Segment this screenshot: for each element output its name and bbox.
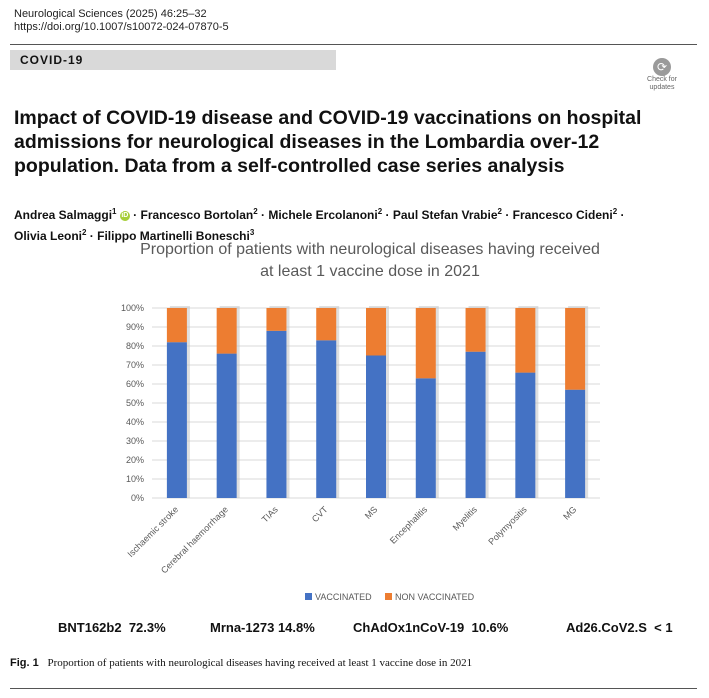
y-tick-label: 10% [126, 474, 144, 484]
legend-label-vaccinated: VACCINATED [315, 592, 372, 602]
y-tick-label: 70% [126, 360, 144, 370]
author-2[interactable]: Francesco Bortolan2 [140, 207, 258, 222]
chart-title-line2: at least 1 vaccine dose in 2021 [260, 263, 480, 280]
bar-vaccinated [266, 330, 287, 498]
section-bar: COVID-19 [10, 50, 336, 70]
legend-swatch-vaccinated [305, 593, 312, 600]
x-tick-label: CVT [310, 504, 330, 524]
vaccine-stat-3: ChAdOx1nCoV-19 10.6% [353, 620, 509, 635]
journal-doi[interactable]: https://doi.org/10.1007/s10072-024-07870… [14, 21, 229, 33]
bar-non-vaccinated [565, 308, 586, 390]
y-tick-label: 90% [126, 322, 144, 332]
y-tick-label: 20% [126, 455, 144, 465]
bar-non-vaccinated [266, 308, 287, 331]
journal-header: Neurological Sciences (2025) 46:25–32 ht… [14, 8, 229, 34]
author-5[interactable]: Francesco Cideni2 [512, 207, 618, 222]
bar-non-vaccinated [166, 308, 187, 343]
check-updates-line1: Check for [647, 76, 677, 83]
author-3[interactable]: Michele Ercolanoni2 [268, 207, 383, 222]
check-updates-line2: updates [649, 84, 675, 91]
chart-title-line1: Proportion of patients with neurological… [140, 241, 600, 258]
y-tick-label: 80% [126, 341, 144, 351]
bar-vaccinated [565, 389, 586, 498]
orcid-icon[interactable]: iD [119, 210, 130, 221]
x-tick-label: Myelitis [451, 504, 480, 533]
bar-non-vaccinated [515, 308, 536, 373]
vaccination-chart: Proportion of patients with neurological… [100, 232, 640, 622]
caption-label: Fig. 1 [10, 657, 39, 669]
bar-vaccinated [216, 353, 237, 498]
bar-vaccinated [465, 351, 486, 498]
chart-plot: 0% 10% 20% 30% 40% 50% 60% 70% 80% 90% 100% Ischaem… [121, 303, 600, 602]
bar-non-vaccinated [465, 308, 486, 352]
y-tick-label: 40% [126, 417, 144, 427]
bar-vaccinated [316, 340, 337, 498]
y-tick-label: 100% [121, 303, 144, 313]
vaccine-stat-1: BNT162b2 72.3% [58, 620, 166, 635]
header-rule [10, 44, 697, 45]
vaccine-stat-2: Mrna-1273 14.8% [210, 620, 315, 635]
bar-vaccinated [166, 342, 187, 498]
bar-vaccinated [415, 378, 436, 498]
author-6[interactable]: Olivia Leoni2 [14, 228, 87, 243]
caption-text: Proportion of patients with neurological… [47, 657, 473, 669]
y-tick-label: 50% [126, 398, 144, 408]
bar-non-vaccinated [216, 308, 237, 354]
check-updates-icon: ⟳ [653, 58, 671, 76]
y-tick-label: 30% [126, 436, 144, 446]
author-list: Andrea Salmaggi1 iD · Francesco Bortolan… [14, 207, 625, 243]
x-tick-label: TIAs [260, 504, 281, 525]
bar-non-vaccinated [366, 308, 386, 356]
section-label: COVID-19 [20, 53, 84, 67]
x-tick-label: Ischaemic stroke [125, 504, 180, 559]
legend-label-non-vaccinated: NON VACCINATED [395, 592, 475, 602]
bar-non-vaccinated [415, 308, 436, 379]
x-tick-label: Encephalitis [388, 504, 430, 546]
bar-non-vaccinated [316, 308, 337, 341]
bar-vaccinated [366, 355, 386, 498]
x-tick-label: Polymyositis [486, 504, 529, 547]
x-tick-label: MS [363, 504, 380, 521]
author-7[interactable]: Filippo Martinelli Boneschi3 [97, 228, 255, 243]
bar-vaccinated [515, 372, 536, 498]
journal-citation: Neurological Sciences (2025) 46:25–32 [14, 8, 207, 20]
figure-caption: Fig. 1 Proportion of patients with neuro… [10, 657, 472, 669]
y-tick-label: 60% [126, 379, 144, 389]
author-1[interactable]: Andrea Salmaggi1 [14, 207, 117, 222]
x-tick-label: MG [561, 504, 578, 521]
author-4[interactable]: Paul Stefan Vrabie2 [392, 207, 502, 222]
y-tick-label: 0% [131, 493, 144, 503]
check-for-updates-badge[interactable]: ⟳ Check for updates [643, 58, 681, 92]
footer-rule [10, 688, 697, 689]
vaccine-stat-4: Ad26.CoV2.S < 1 [566, 620, 673, 635]
article-title: Impact of COVID-19 disease and COVID-19 … [14, 107, 642, 177]
legend-swatch-non-vaccinated [385, 593, 392, 600]
